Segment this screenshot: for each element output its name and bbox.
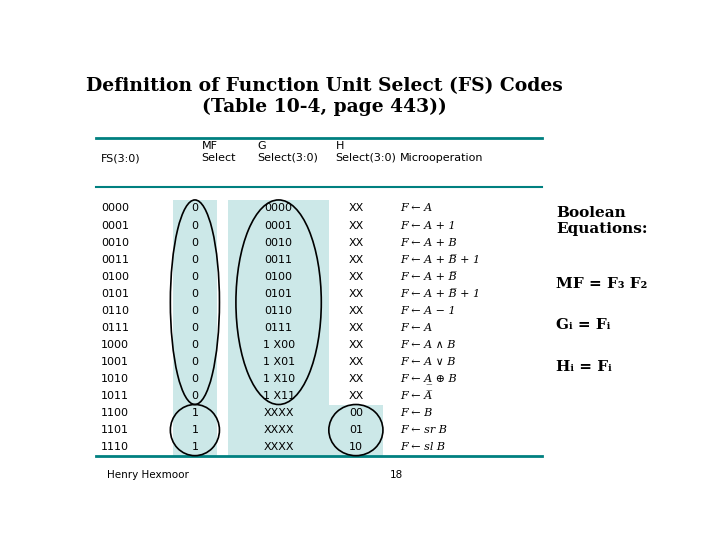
Text: XX: XX	[348, 289, 364, 299]
Text: 0000: 0000	[265, 204, 292, 213]
Text: H
Select(3:0): H Select(3:0)	[336, 141, 397, 163]
Text: 1 X01: 1 X01	[263, 357, 294, 367]
Text: F ← A: F ← A	[400, 204, 432, 213]
Text: 0: 0	[192, 306, 199, 316]
Text: XXXX: XXXX	[264, 442, 294, 452]
Text: 0110: 0110	[101, 306, 129, 316]
Text: 0: 0	[192, 340, 199, 350]
Text: 0001: 0001	[265, 220, 292, 231]
Text: 0010: 0010	[101, 238, 129, 247]
Text: XX: XX	[348, 204, 364, 213]
Text: 0010: 0010	[265, 238, 292, 247]
Text: 10: 10	[349, 442, 363, 452]
Text: XX: XX	[348, 238, 364, 247]
Text: FS(3:0): FS(3:0)	[101, 153, 141, 164]
Text: XX: XX	[348, 340, 364, 350]
Text: 0110: 0110	[265, 306, 292, 316]
Text: 1 X11: 1 X11	[263, 391, 294, 401]
Text: 0011: 0011	[265, 254, 292, 265]
Text: 0101: 0101	[265, 289, 292, 299]
Text: 0: 0	[192, 238, 199, 247]
Text: F ← A − 1: F ← A − 1	[400, 306, 455, 316]
Text: 0: 0	[192, 323, 199, 333]
Text: 0001: 0001	[101, 220, 129, 231]
Text: XXXX: XXXX	[264, 408, 294, 418]
Text: F ← sl B: F ← sl B	[400, 442, 445, 452]
Text: F ← A + B̅: F ← A + B̅	[400, 272, 456, 282]
Text: 1000: 1000	[101, 340, 129, 350]
Bar	[228, 200, 329, 456]
Text: F ← A: F ← A	[400, 323, 432, 333]
Text: Hᵢ = Fᵢ: Hᵢ = Fᵢ	[556, 360, 612, 374]
Text: Boolean
Equations:: Boolean Equations:	[556, 206, 647, 237]
Text: F ← A̲ ⊕ B: F ← A̲ ⊕ B	[400, 374, 456, 384]
Text: XX: XX	[348, 254, 364, 265]
Text: Gᵢ = Fᵢ: Gᵢ = Fᵢ	[556, 319, 611, 333]
Text: 0100: 0100	[101, 272, 129, 282]
Text: XXXX: XXXX	[264, 425, 294, 435]
Text: XX: XX	[348, 391, 364, 401]
Text: F ← A ∧ B: F ← A ∧ B	[400, 340, 455, 350]
Text: 1: 1	[192, 442, 199, 452]
Text: F ← A + 1: F ← A + 1	[400, 220, 455, 231]
Text: F ← A + B̅ + 1: F ← A + B̅ + 1	[400, 289, 480, 299]
Text: XX: XX	[348, 374, 364, 384]
Text: 1010: 1010	[101, 374, 129, 384]
Bar	[173, 200, 217, 456]
Text: 1001: 1001	[101, 357, 129, 367]
Text: Henry Hexmoor: Henry Hexmoor	[107, 470, 189, 480]
Text: 0: 0	[192, 357, 199, 367]
Text: 1 X00: 1 X00	[263, 340, 294, 350]
Text: 0011: 0011	[101, 254, 129, 265]
Text: Microoperation: Microoperation	[400, 153, 483, 164]
Text: 0100: 0100	[265, 272, 292, 282]
Bar	[329, 404, 383, 456]
Text: 1110: 1110	[101, 442, 129, 452]
Text: F ← sr B: F ← sr B	[400, 425, 446, 435]
Text: F ← B: F ← B	[400, 408, 432, 418]
Text: 1: 1	[192, 425, 199, 435]
Text: 0101: 0101	[101, 289, 129, 299]
Text: XX: XX	[348, 306, 364, 316]
Text: 0111: 0111	[101, 323, 129, 333]
Text: 0: 0	[192, 391, 199, 401]
Text: MF = F₃ F₂: MF = F₃ F₂	[556, 277, 647, 291]
Text: F ← A̅: F ← A̅	[400, 391, 432, 401]
Text: 0: 0	[192, 220, 199, 231]
Text: F ← A + B: F ← A + B	[400, 238, 456, 247]
Text: XX: XX	[348, 220, 364, 231]
Text: 1100: 1100	[101, 408, 129, 418]
Text: 01: 01	[349, 425, 363, 435]
Text: 0: 0	[192, 374, 199, 384]
Text: 0: 0	[192, 272, 199, 282]
Text: XX: XX	[348, 272, 364, 282]
Text: 1: 1	[192, 408, 199, 418]
Text: 18: 18	[390, 470, 403, 480]
Text: 0000: 0000	[101, 204, 129, 213]
Text: 0111: 0111	[265, 323, 292, 333]
Text: 0: 0	[192, 289, 199, 299]
Text: 1 X10: 1 X10	[263, 374, 294, 384]
Text: 0: 0	[192, 204, 199, 213]
Text: XX: XX	[348, 357, 364, 367]
Text: 0: 0	[192, 254, 199, 265]
Text: F ← A + B̅ + 1: F ← A + B̅ + 1	[400, 254, 480, 265]
Text: MF
Select: MF Select	[202, 141, 236, 163]
Text: G
Select(3:0): G Select(3:0)	[258, 141, 318, 163]
Text: 1101: 1101	[101, 425, 129, 435]
Text: XX: XX	[348, 323, 364, 333]
Text: 00: 00	[349, 408, 363, 418]
Text: F ← A ∨ B: F ← A ∨ B	[400, 357, 455, 367]
Text: 1011: 1011	[101, 391, 129, 401]
Text: Definition of Function Unit Select (FS) Codes
(Table 10-4, page 443)): Definition of Function Unit Select (FS) …	[86, 77, 563, 117]
